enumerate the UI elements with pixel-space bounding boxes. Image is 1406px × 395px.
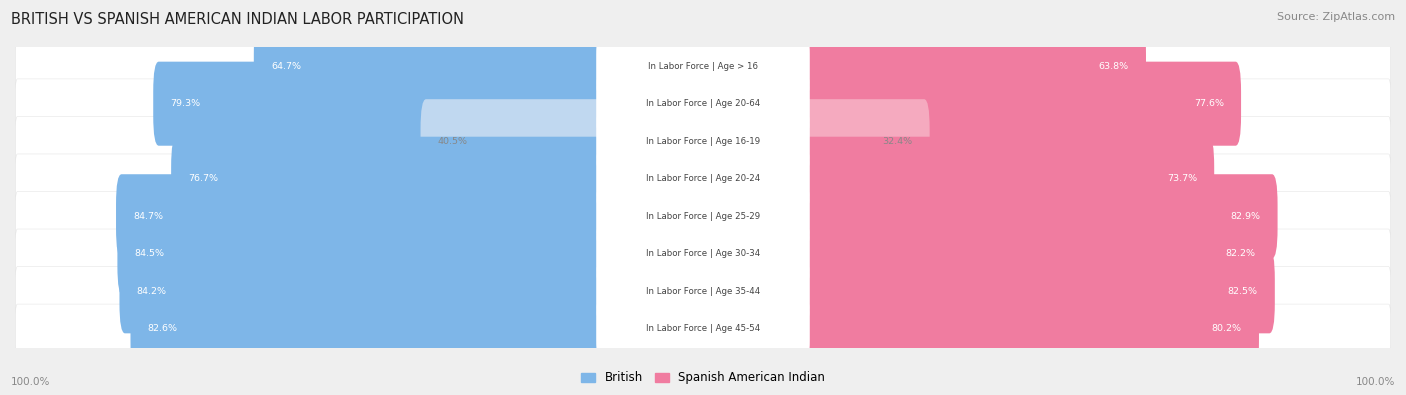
Text: In Labor Force | Age 45-54: In Labor Force | Age 45-54 — [645, 324, 761, 333]
Text: In Labor Force | Age 35-44: In Labor Force | Age 35-44 — [645, 287, 761, 296]
Text: 82.6%: 82.6% — [148, 324, 177, 333]
FancyBboxPatch shape — [596, 148, 810, 209]
FancyBboxPatch shape — [15, 154, 1391, 203]
FancyBboxPatch shape — [801, 287, 1258, 371]
Text: BRITISH VS SPANISH AMERICAN INDIAN LABOR PARTICIPATION: BRITISH VS SPANISH AMERICAN INDIAN LABOR… — [11, 12, 464, 27]
Text: Source: ZipAtlas.com: Source: ZipAtlas.com — [1277, 12, 1395, 22]
FancyBboxPatch shape — [15, 41, 1391, 91]
Text: 79.3%: 79.3% — [170, 99, 201, 108]
FancyBboxPatch shape — [15, 117, 1391, 166]
FancyBboxPatch shape — [596, 36, 810, 97]
FancyBboxPatch shape — [801, 249, 1275, 333]
Text: In Labor Force | Age 20-64: In Labor Force | Age 20-64 — [645, 99, 761, 108]
FancyBboxPatch shape — [15, 267, 1391, 316]
Legend: British, Spanish American Indian: British, Spanish American Indian — [576, 367, 830, 389]
Text: In Labor Force | Age 20-24: In Labor Force | Age 20-24 — [645, 174, 761, 183]
Text: In Labor Force | Age 16-19: In Labor Force | Age 16-19 — [645, 137, 761, 146]
Text: 100.0%: 100.0% — [11, 377, 51, 387]
Text: In Labor Force | Age 25-29: In Labor Force | Age 25-29 — [645, 212, 761, 221]
Text: 32.4%: 32.4% — [883, 137, 912, 146]
Text: 84.7%: 84.7% — [134, 212, 163, 221]
FancyBboxPatch shape — [117, 212, 605, 296]
FancyBboxPatch shape — [172, 137, 605, 221]
FancyBboxPatch shape — [596, 261, 810, 322]
FancyBboxPatch shape — [120, 249, 605, 333]
FancyBboxPatch shape — [420, 99, 605, 183]
FancyBboxPatch shape — [801, 99, 929, 183]
FancyBboxPatch shape — [596, 73, 810, 134]
FancyBboxPatch shape — [131, 287, 605, 371]
FancyBboxPatch shape — [801, 24, 1146, 108]
Text: 84.2%: 84.2% — [136, 287, 167, 296]
FancyBboxPatch shape — [801, 62, 1241, 146]
FancyBboxPatch shape — [15, 79, 1391, 128]
Text: In Labor Force | Age 30-34: In Labor Force | Age 30-34 — [645, 249, 761, 258]
FancyBboxPatch shape — [596, 223, 810, 284]
FancyBboxPatch shape — [596, 298, 810, 359]
Text: In Labor Force | Age > 16: In Labor Force | Age > 16 — [648, 62, 758, 71]
Text: 64.7%: 64.7% — [271, 62, 301, 71]
FancyBboxPatch shape — [254, 24, 605, 108]
FancyBboxPatch shape — [15, 192, 1391, 241]
Text: 82.2%: 82.2% — [1226, 249, 1256, 258]
FancyBboxPatch shape — [153, 62, 605, 146]
FancyBboxPatch shape — [801, 212, 1272, 296]
FancyBboxPatch shape — [801, 137, 1215, 221]
FancyBboxPatch shape — [596, 111, 810, 172]
FancyBboxPatch shape — [117, 174, 605, 258]
Text: 100.0%: 100.0% — [1355, 377, 1395, 387]
Text: 76.7%: 76.7% — [188, 174, 218, 183]
Text: 82.5%: 82.5% — [1227, 287, 1257, 296]
FancyBboxPatch shape — [15, 304, 1391, 354]
Text: 63.8%: 63.8% — [1098, 62, 1129, 71]
FancyBboxPatch shape — [596, 186, 810, 247]
Text: 84.5%: 84.5% — [135, 249, 165, 258]
FancyBboxPatch shape — [15, 229, 1391, 278]
Text: 82.9%: 82.9% — [1230, 212, 1260, 221]
Text: 77.6%: 77.6% — [1194, 99, 1223, 108]
FancyBboxPatch shape — [801, 174, 1278, 258]
Text: 73.7%: 73.7% — [1167, 174, 1197, 183]
Text: 40.5%: 40.5% — [437, 137, 468, 146]
Text: 80.2%: 80.2% — [1212, 324, 1241, 333]
